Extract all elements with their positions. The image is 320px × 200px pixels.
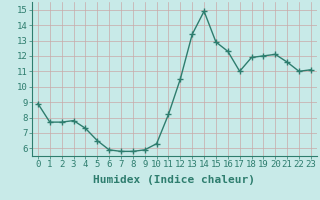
- X-axis label: Humidex (Indice chaleur): Humidex (Indice chaleur): [93, 175, 255, 185]
